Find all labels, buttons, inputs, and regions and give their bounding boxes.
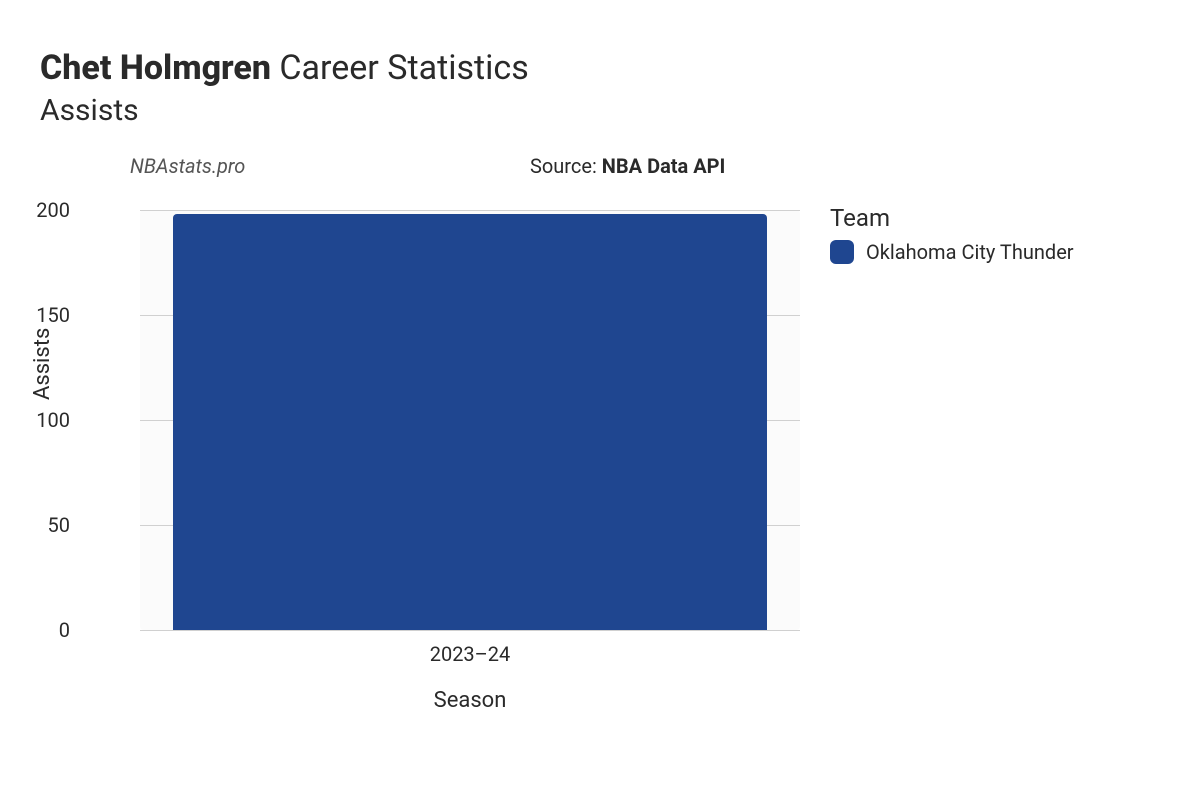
chart: Assists 050100150200 2023–24 Season Team… <box>60 210 1160 730</box>
y-tick-label: 150 <box>0 303 70 327</box>
bar <box>173 214 767 630</box>
gridline <box>140 210 800 211</box>
source-name: NBA Data API <box>602 154 726 178</box>
title-suffix: Career Statistics <box>271 48 529 88</box>
legend-items: Oklahoma City Thunder <box>830 240 1074 264</box>
watermark-text: NBAstats.pro <box>130 154 245 178</box>
x-axis-label: Season <box>140 688 800 713</box>
page-title: Chet Holmgren Career Statistics <box>40 48 1160 89</box>
legend: Team Oklahoma City Thunder <box>830 204 1074 264</box>
player-name: Chet Holmgren <box>40 48 271 88</box>
meta-row: NBAstats.pro Source: NBA Data API <box>40 154 1160 182</box>
page-root: Chet Holmgren Career Statistics Assists … <box>0 0 1200 800</box>
source-prefix: Source: <box>530 154 602 178</box>
legend-title: Team <box>830 204 1074 232</box>
legend-item-label: Oklahoma City Thunder <box>866 240 1074 264</box>
legend-item: Oklahoma City Thunder <box>830 240 1074 264</box>
gridline <box>140 630 800 631</box>
plot-area <box>140 210 800 630</box>
x-tick-label: 2023–24 <box>430 642 511 666</box>
y-tick-label: 100 <box>0 408 70 432</box>
y-tick-label: 0 <box>0 618 70 642</box>
source-text: Source: NBA Data API <box>530 154 725 178</box>
y-axis-label: Assists <box>30 328 55 400</box>
y-tick-label: 50 <box>0 513 70 537</box>
page-subtitle: Assists <box>40 93 1160 128</box>
legend-swatch <box>830 240 854 264</box>
y-tick-label: 200 <box>0 198 70 222</box>
